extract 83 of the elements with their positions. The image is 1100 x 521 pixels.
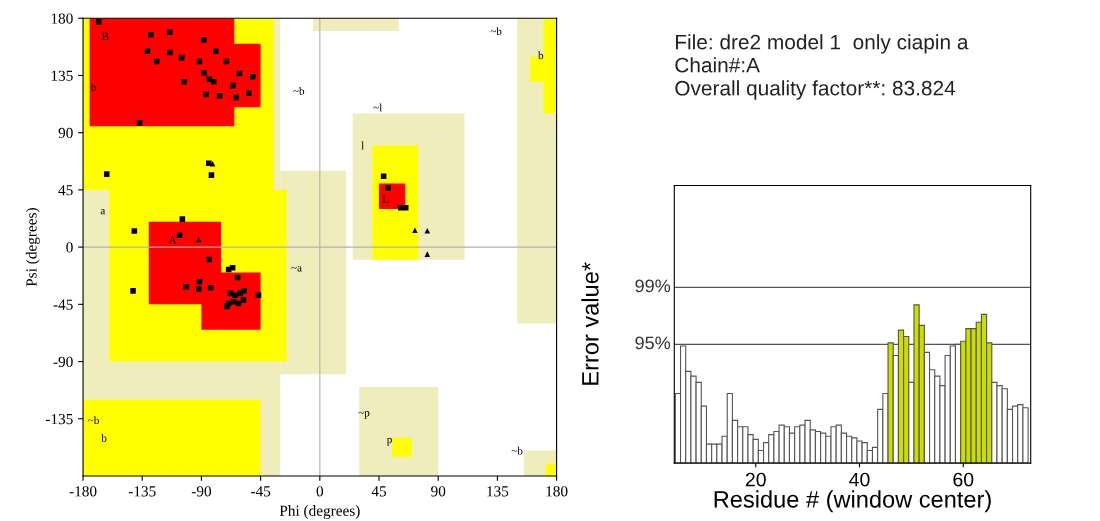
x-tick-label: -135	[128, 486, 156, 497]
point	[96, 19, 102, 25]
annotation: b	[90, 83, 96, 91]
annotation: ~a	[291, 266, 302, 272]
point	[196, 236, 202, 243]
point	[196, 286, 202, 292]
y-tick-label: 45	[58, 185, 73, 196]
x-tick-label: 45	[371, 486, 387, 497]
x-tick-label: 40	[849, 472, 870, 487]
point	[179, 216, 186, 222]
point	[424, 251, 431, 257]
text: File: dre2 model 1 only ciapin a	[676, 34, 969, 54]
point	[255, 292, 262, 298]
x-tick-label: 135	[487, 486, 509, 497]
x-tick-label: -90	[191, 486, 212, 497]
point	[237, 290, 244, 297]
point	[412, 227, 418, 233]
annotation: ~p	[358, 411, 370, 419]
y-tick-label: -45	[53, 299, 73, 310]
annotation: B	[102, 32, 109, 41]
point	[230, 82, 236, 89]
y-tick-label: 135	[51, 70, 73, 81]
annotation: ~l	[373, 103, 383, 112]
point	[203, 91, 209, 98]
annotation: ~b	[490, 27, 502, 35]
text: 95%	[635, 336, 671, 350]
annotation: b	[538, 51, 544, 60]
point	[249, 73, 256, 80]
point	[217, 93, 223, 99]
annotation: l	[361, 141, 365, 150]
point	[213, 48, 219, 55]
annotation: A	[168, 236, 177, 244]
point	[103, 171, 110, 177]
text: 99%	[635, 279, 671, 293]
y-axis-title: Psi (degrees)	[25, 208, 40, 287]
point	[208, 172, 215, 178]
y-axis-title: Error value*	[581, 262, 599, 385]
y-tick-label: 90	[58, 127, 73, 139]
point	[385, 185, 391, 191]
text: Chain#:A	[675, 57, 760, 73]
point	[176, 232, 183, 238]
x-axis-title: Residue # (window center)	[714, 490, 991, 513]
x-tick-label: 20	[745, 472, 766, 487]
x-tick-label: -45	[251, 486, 271, 497]
annotation: p	[386, 437, 392, 446]
y-tick-label: 180	[51, 13, 73, 24]
x-tick-label: -180	[69, 486, 97, 497]
annotation: ~b	[293, 86, 305, 95]
point	[136, 120, 143, 126]
x-tick-label: 90	[431, 486, 446, 497]
point	[229, 265, 236, 271]
y-tick-label: -135	[45, 413, 73, 425]
point	[148, 31, 154, 38]
y-tick-label: -90	[53, 356, 73, 367]
point	[181, 79, 188, 85]
point	[183, 284, 190, 290]
point	[246, 90, 252, 97]
x-axis-title: Phi (degrees)	[279, 505, 360, 520]
point	[207, 285, 214, 291]
y-tick-label: 0	[66, 242, 73, 253]
annotation: ~b	[88, 416, 99, 425]
point	[201, 37, 207, 43]
point	[232, 292, 239, 298]
x-tick-label: 0	[316, 486, 324, 497]
x-tick-label: 180	[546, 486, 568, 497]
point	[424, 228, 431, 234]
point	[131, 228, 138, 234]
annotation: a	[100, 208, 106, 215]
point	[211, 79, 217, 85]
x-tick-label: 60	[953, 472, 974, 487]
point	[130, 288, 136, 294]
point	[380, 173, 387, 179]
point	[196, 279, 203, 285]
point	[201, 70, 207, 76]
annotation: b	[101, 434, 107, 442]
point	[167, 29, 173, 35]
annotation: ~b	[511, 446, 523, 455]
text: Overall quality factor**: 83.824	[675, 80, 956, 100]
point	[230, 299, 237, 305]
annotation: L	[382, 195, 389, 203]
point	[240, 297, 247, 303]
point	[167, 49, 173, 56]
point	[209, 161, 216, 167]
